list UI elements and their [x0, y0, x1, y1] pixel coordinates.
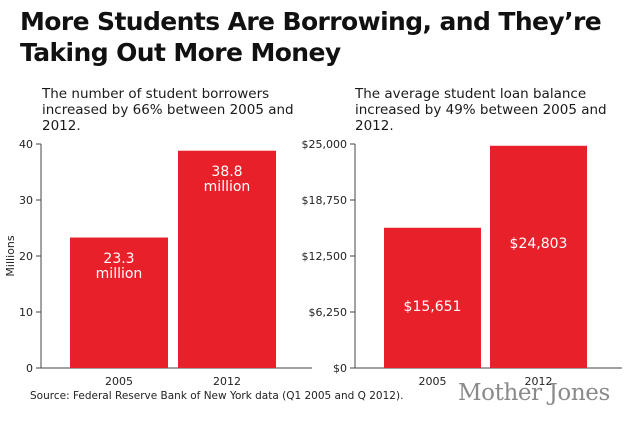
balance-chart-subtitle: The average student loan balance increas… [355, 86, 607, 134]
x-tick-label: 2005 [419, 375, 447, 388]
y-tick-label: 0 [26, 362, 33, 375]
x-tick-label: 2012 [213, 375, 241, 388]
source-note: Source: Federal Reserve Bank of New York… [30, 390, 404, 402]
y-tick-label: $12,500 [302, 250, 348, 263]
y-tick-label: $6,250 [309, 306, 348, 319]
y-tick-label: 10 [19, 306, 33, 319]
bar-data-label: 23.3 million [96, 251, 143, 282]
chart-title: More Students Are Borrowing, and They’re… [20, 7, 602, 67]
bar-data-label: $24,803 [510, 236, 568, 252]
bar-2012 [490, 145, 587, 368]
bar-data-label: $15,651 [404, 299, 462, 315]
borrowers-bar-chart: 0 10 20 30 40 Millions 23.3 million 2005 38.8 mill… [4, 138, 312, 388]
y-tick-label: $25,000 [302, 138, 348, 151]
y-axis-label: Millions [4, 235, 17, 276]
borrowers-chart-subtitle: The number of student borrowers increase… [42, 86, 294, 134]
loan-balance-bar-chart: $0 $6,250 $12,500 $18,750 $25,000 $15,651 2005… [302, 138, 622, 388]
x-tick-label: 2005 [105, 375, 133, 388]
y-tick-label: $18,750 [302, 194, 348, 207]
bar-2005 [384, 227, 481, 368]
x-tick-label: 2012 [525, 375, 553, 388]
bar-data-label: 38.8 million [204, 164, 251, 195]
y-tick-label: 30 [19, 194, 33, 207]
bar-2012 [178, 150, 276, 368]
y-tick-label: 20 [19, 250, 33, 263]
y-tick-label: 40 [19, 138, 33, 151]
y-tick-label: $0 [333, 362, 347, 375]
brand-logo: Mother Jones [458, 380, 610, 406]
bar-2005 [70, 237, 168, 368]
